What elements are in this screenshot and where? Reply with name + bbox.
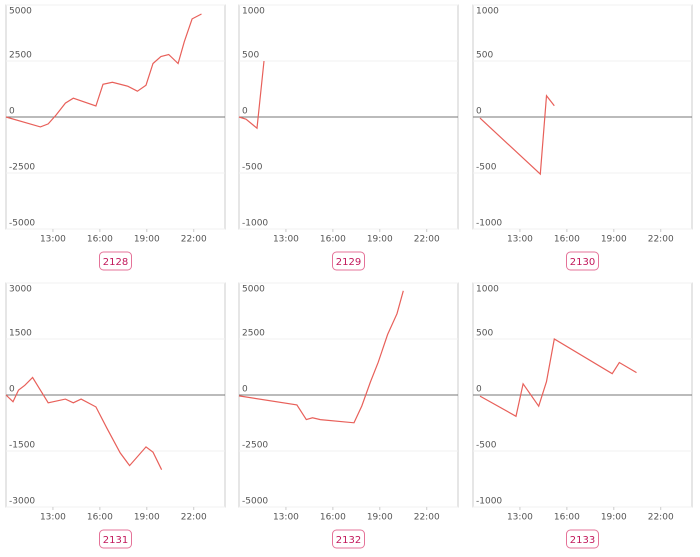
x-tick-label: 19:00 xyxy=(367,513,393,523)
x-tick-label: 22:00 xyxy=(648,513,674,523)
chart-title: 2130 xyxy=(570,257,595,268)
x-tick-label: 16:00 xyxy=(554,513,580,523)
x-tick-label: 13:00 xyxy=(40,235,66,245)
y-tick-label: 3000 xyxy=(9,285,32,295)
title-box xyxy=(332,529,365,549)
y-tick-label: 0 xyxy=(242,385,248,395)
x-tick-label: 13:00 xyxy=(507,235,533,245)
y-tick-label: -1000 xyxy=(476,497,502,507)
y-tick-label: 1000 xyxy=(242,7,265,17)
y-tick-label: -1000 xyxy=(242,219,268,229)
x-tick-label: 16:00 xyxy=(320,235,346,245)
y-tick-label: -2500 xyxy=(242,441,268,451)
chart-title: 2128 xyxy=(103,257,128,268)
x-tick-label: 13:00 xyxy=(40,513,66,523)
x-tick-label: 16:00 xyxy=(87,235,113,245)
y-tick-label: 500 xyxy=(476,329,493,339)
y-tick-label: -5000 xyxy=(242,497,268,507)
x-tick-label: 19:00 xyxy=(601,513,627,523)
y-tick-label: 2500 xyxy=(242,329,265,339)
y-tick-label: -500 xyxy=(242,163,263,173)
y-tick-label: 2500 xyxy=(9,51,32,61)
x-tick-label: 19:00 xyxy=(134,235,160,245)
y-tick-label: 1000 xyxy=(476,7,499,17)
y-tick-label: 1000 xyxy=(476,285,499,295)
y-tick-label: -3000 xyxy=(9,497,35,507)
y-tick-label: 0 xyxy=(242,107,248,117)
x-tick-label: 19:00 xyxy=(134,513,160,523)
chart-title: 2132 xyxy=(336,535,361,546)
x-tick-label: 22:00 xyxy=(648,235,674,245)
data-line xyxy=(238,60,265,130)
y-tick-label: 500 xyxy=(476,51,493,61)
chart-title: 2133 xyxy=(570,535,595,546)
title-box xyxy=(332,251,365,271)
y-tick-label: -500 xyxy=(476,441,497,451)
y-tick-label: -1500 xyxy=(9,441,35,451)
data-line xyxy=(238,290,404,424)
y-tick-label: 1500 xyxy=(9,329,32,339)
y-tick-label: 0 xyxy=(9,385,15,395)
y-tick-label: 0 xyxy=(9,107,15,117)
x-tick-label: 16:00 xyxy=(320,513,346,523)
data-line xyxy=(479,338,637,418)
y-tick-label: 5000 xyxy=(9,7,32,17)
x-tick-label: 22:00 xyxy=(181,513,207,523)
title-box xyxy=(566,529,599,549)
y-tick-label: -2500 xyxy=(9,163,35,173)
x-tick-label: 22:00 xyxy=(181,235,207,245)
x-tick-label: 13:00 xyxy=(273,235,299,245)
y-tick-label: -5000 xyxy=(9,219,35,229)
x-tick-label: 16:00 xyxy=(554,235,580,245)
y-tick-label: 0 xyxy=(476,107,482,117)
y-tick-label: -1000 xyxy=(476,219,502,229)
title-box xyxy=(99,529,132,549)
x-tick-label: 19:00 xyxy=(601,235,627,245)
x-tick-label: 13:00 xyxy=(507,513,533,523)
data-line xyxy=(5,376,163,470)
data-line xyxy=(479,94,555,176)
x-tick-label: 16:00 xyxy=(87,513,113,523)
y-tick-label: 500 xyxy=(242,51,259,61)
y-tick-label: 0 xyxy=(476,385,482,395)
y-tick-label: 5000 xyxy=(242,285,265,295)
data-line xyxy=(5,13,202,128)
x-tick-label: 13:00 xyxy=(273,513,299,523)
chart-title: 2131 xyxy=(103,535,128,546)
x-tick-label: 22:00 xyxy=(414,513,440,523)
x-tick-label: 19:00 xyxy=(367,235,393,245)
y-tick-label: -500 xyxy=(476,163,497,173)
title-box xyxy=(566,251,599,271)
title-box xyxy=(99,251,132,271)
chart-title: 2129 xyxy=(336,257,361,268)
x-tick-label: 22:00 xyxy=(414,235,440,245)
